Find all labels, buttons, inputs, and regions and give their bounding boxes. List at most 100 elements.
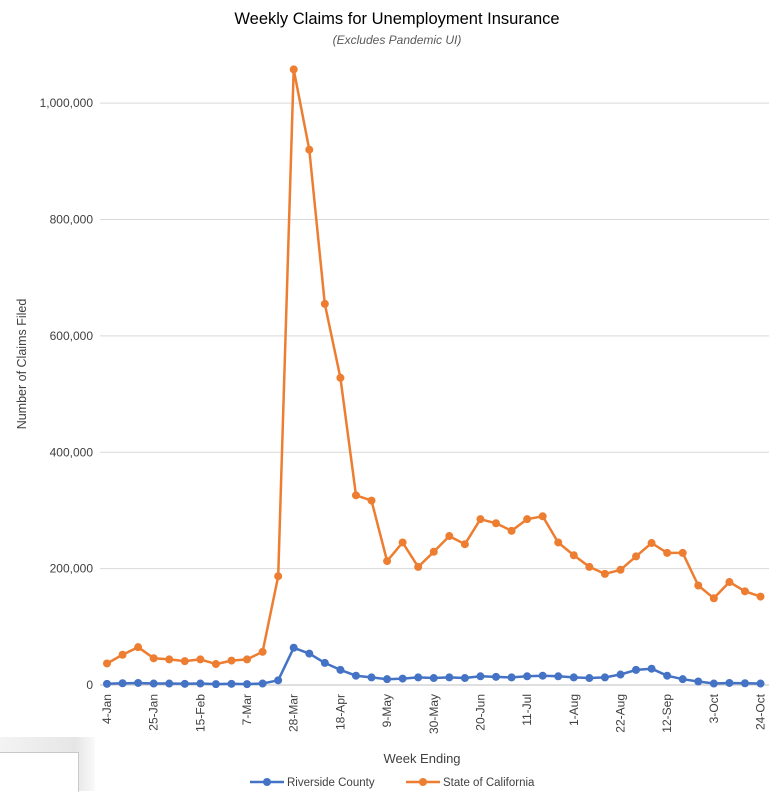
data-point (445, 532, 454, 541)
data-point (180, 679, 189, 688)
data-point (554, 538, 563, 547)
data-point (165, 679, 174, 688)
data-point (523, 515, 532, 524)
x-axis-ticks: 4-Jan 25-Jan 15-Feb 7-Mar 28-Mar 18-Apr 9-May 3… (100, 693, 768, 734)
data-point (149, 679, 158, 688)
chart-title: Weekly Claims for Unemployment Insurance (234, 10, 559, 28)
data-point (274, 676, 283, 685)
data-point (289, 65, 298, 74)
series-line (106, 68, 761, 666)
data-point (336, 373, 345, 382)
background-panel (0, 752, 79, 792)
data-point (740, 587, 749, 596)
data-point (647, 539, 656, 548)
data-point (211, 680, 220, 689)
y-axis-ticks: 0 200,000 400,000 600,000 800,000 1,000,000 (40, 96, 94, 692)
data-point (492, 519, 500, 528)
data-point (460, 674, 469, 683)
data-point (134, 678, 143, 687)
x-tick-label: 24-Oct (754, 693, 768, 730)
data-point (647, 664, 656, 673)
data-point (118, 679, 127, 688)
x-tick-label: 30-May (427, 694, 441, 734)
data-point (305, 145, 314, 154)
data-point (227, 679, 236, 688)
data-point (756, 592, 765, 601)
data-point (243, 655, 252, 664)
data-point (663, 548, 672, 557)
data-point (492, 672, 500, 681)
data-point (367, 496, 376, 505)
data-point (103, 659, 111, 668)
data-point (694, 677, 703, 686)
legend-marker (263, 778, 271, 786)
y-tick-label: 800,000 (50, 213, 94, 227)
data-point (289, 643, 298, 652)
x-tick-label: 4-Jan (100, 694, 114, 724)
data-point (211, 660, 220, 669)
y-tick-label: 400,000 (50, 445, 94, 459)
legend-label: Riverside County (287, 777, 375, 789)
data-point (678, 548, 687, 557)
data-point (320, 299, 329, 308)
data-point (663, 671, 672, 680)
y-tick-label: 0 (86, 678, 93, 692)
data-point (414, 562, 423, 571)
data-point (305, 649, 314, 658)
data-point (134, 643, 143, 652)
chart-subtitle: (Excludes Pandemic UI) (333, 33, 462, 47)
data-point (538, 671, 547, 680)
data-point (523, 672, 532, 681)
data-point (507, 673, 516, 682)
series-state-of-california (103, 65, 765, 669)
data-point (632, 665, 641, 674)
data-point (709, 679, 718, 688)
x-tick-label: 15-Feb (193, 694, 207, 732)
data-point (616, 565, 625, 574)
y-axis-label: Number of Claims Filed (15, 299, 29, 430)
data-point (725, 578, 734, 587)
data-point (429, 547, 438, 556)
x-tick-label: 9-May (380, 694, 394, 727)
data-point (367, 673, 376, 682)
data-point (398, 674, 407, 683)
data-point (569, 673, 578, 682)
data-point (383, 557, 392, 566)
data-point (600, 673, 609, 682)
data-point (709, 594, 718, 603)
data-point (585, 562, 594, 571)
series-riverside-county (103, 643, 765, 689)
x-tick-label: 25-Jan (147, 694, 161, 731)
y-tick-label: 200,000 (50, 562, 94, 576)
series-group (103, 65, 765, 689)
legend-label: State of California (443, 777, 535, 789)
data-point (258, 679, 267, 688)
data-point (258, 647, 267, 656)
data-point (476, 515, 485, 524)
data-point (538, 512, 547, 521)
data-point (694, 581, 703, 590)
data-point (227, 656, 236, 665)
x-tick-label: 18-Apr (333, 694, 347, 730)
data-point (398, 538, 407, 547)
data-point (196, 679, 205, 688)
data-point (585, 674, 594, 683)
data-point (554, 672, 563, 681)
data-point (351, 671, 360, 680)
data-point (103, 679, 111, 688)
x-tick-label: 3-Oct (707, 693, 721, 723)
data-point (320, 658, 329, 667)
data-point (740, 679, 749, 688)
data-point (165, 655, 174, 664)
x-tick-label: 28-Mar (287, 694, 301, 732)
data-point (756, 679, 765, 688)
data-point (180, 657, 189, 666)
data-point (149, 654, 158, 663)
x-tick-label: 12-Sep (660, 694, 674, 733)
data-point (600, 569, 609, 578)
data-point (632, 552, 641, 561)
data-point (678, 675, 687, 684)
x-tick-label: 22-Aug (613, 694, 627, 733)
x-tick-label: 1-Aug (567, 694, 581, 726)
data-point (460, 540, 469, 549)
